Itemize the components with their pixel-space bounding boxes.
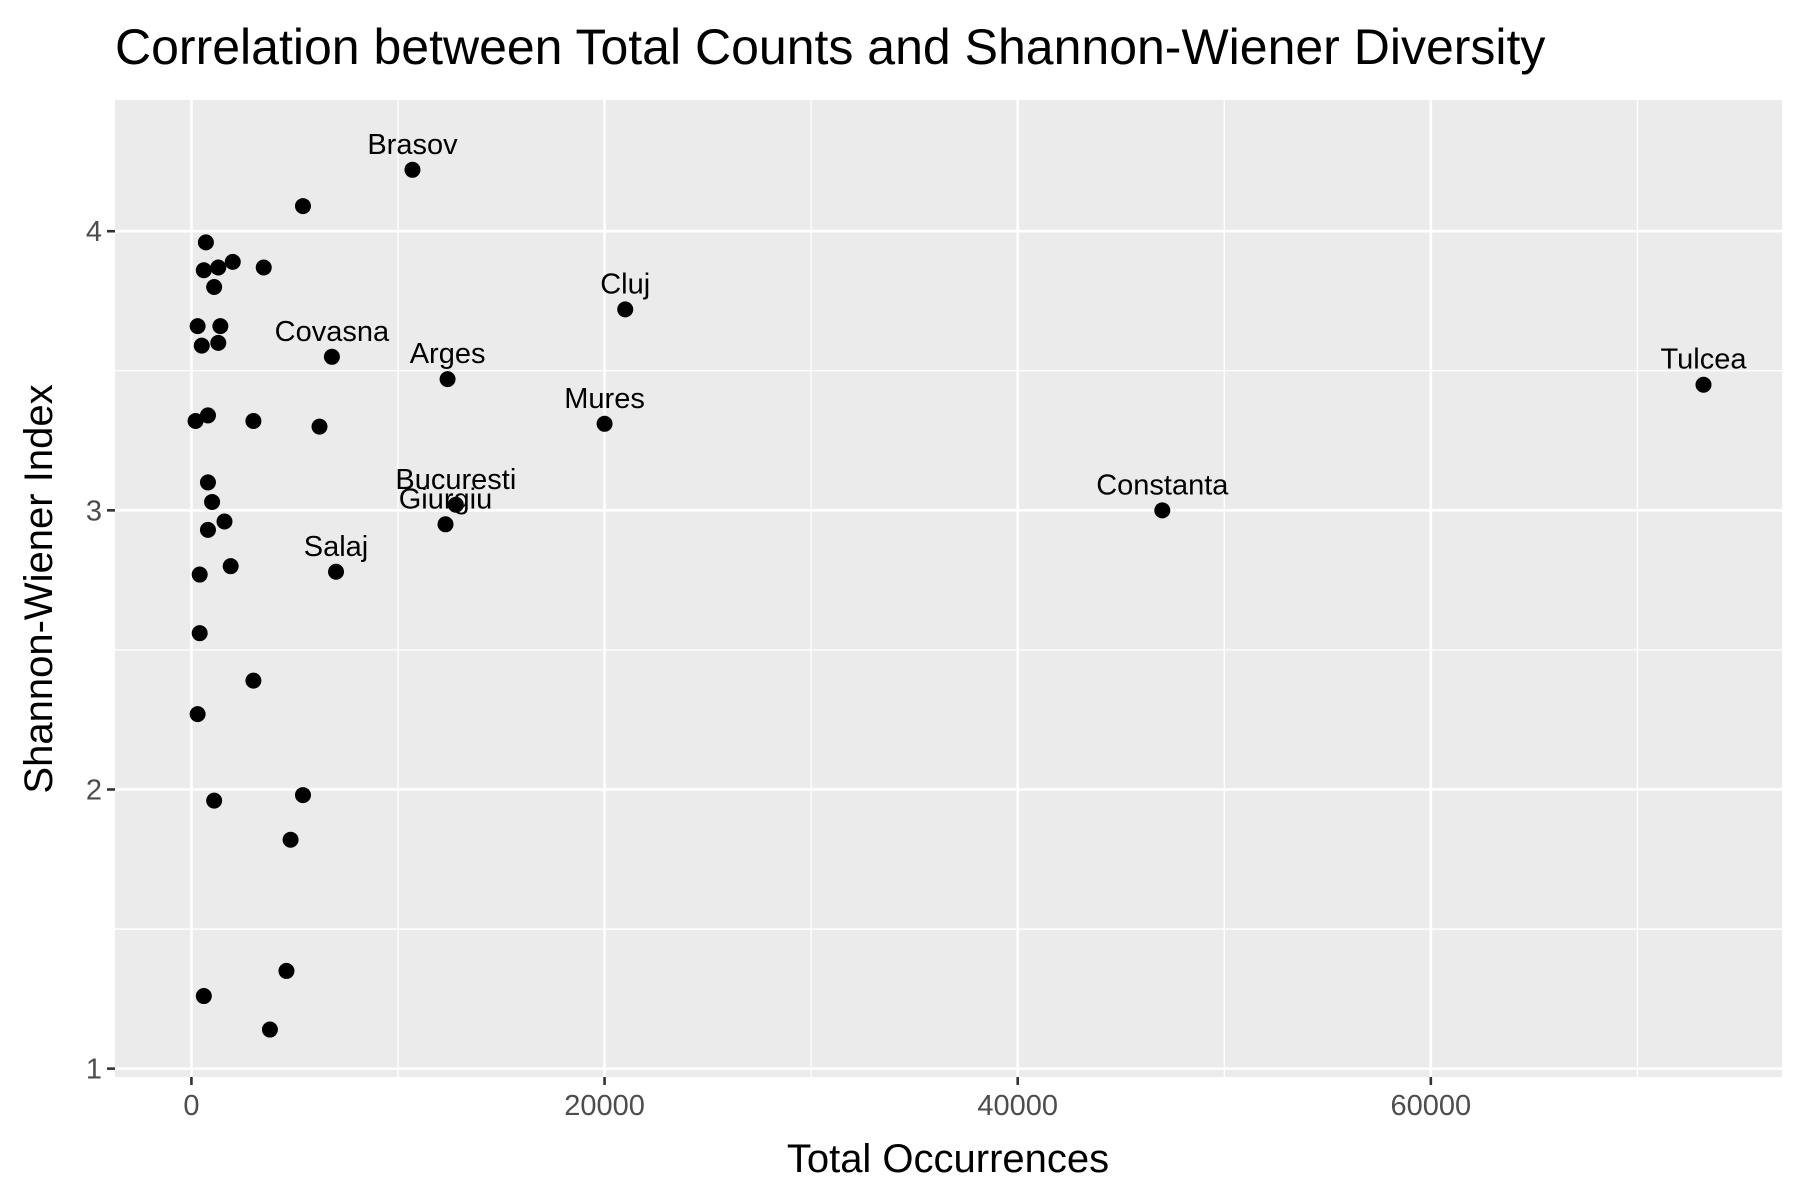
point-label: Bucuresti <box>395 464 516 496</box>
point-label: Brasov <box>367 129 458 161</box>
data-point <box>195 262 212 279</box>
data-point <box>191 625 208 642</box>
point-label: Arges <box>410 338 486 370</box>
data-point <box>255 259 272 276</box>
data-point <box>189 318 206 335</box>
data-point <box>210 334 227 351</box>
data-point <box>439 371 456 388</box>
major-gridlines <box>115 100 1782 1077</box>
data-point <box>311 418 328 435</box>
data-point <box>191 566 208 583</box>
data-point <box>294 787 311 804</box>
data-point <box>323 348 340 365</box>
data-point <box>245 672 262 689</box>
data-point <box>437 516 454 533</box>
point-label: Cluj <box>600 268 650 300</box>
data-point <box>189 706 206 723</box>
data-point <box>210 259 227 276</box>
chart-title: Correlation between Total Counts and Sha… <box>115 19 1545 75</box>
minor-gridlines <box>115 100 1782 1077</box>
y-tick-label: 2 <box>86 774 102 806</box>
data-point <box>212 318 229 335</box>
data-point <box>1695 376 1712 393</box>
point-label: Tulcea <box>1661 344 1748 376</box>
data-point <box>199 474 216 491</box>
data-point <box>596 415 613 432</box>
x-tick-label: 20000 <box>564 1090 645 1122</box>
data-points <box>187 161 1712 1038</box>
data-point <box>617 301 634 318</box>
data-point <box>261 1021 278 1038</box>
data-point <box>328 563 345 580</box>
data-point <box>204 493 221 510</box>
point-label: Salaj <box>304 531 369 563</box>
x-axis-title: Total Occurrences <box>787 1137 1109 1181</box>
data-point <box>199 521 216 538</box>
x-tick-label: 40000 <box>977 1090 1058 1122</box>
data-point <box>187 413 204 430</box>
data-point <box>197 234 214 251</box>
y-tick-label: 1 <box>86 1054 102 1086</box>
y-axis-title: Shannon-Wiener Index <box>17 384 61 793</box>
point-label: Covasna <box>275 316 390 348</box>
data-point <box>199 407 216 424</box>
point-labels: Brasov Cluj Covasna Arges Tulcea Mures Bucures… <box>275 129 1748 563</box>
data-point <box>282 831 299 848</box>
x-axis: 0 20000 40000 60000 <box>183 1077 1471 1122</box>
x-tick-label: 60000 <box>1391 1090 1472 1122</box>
x-tick-label: 0 <box>183 1090 199 1122</box>
y-axis: 1 2 3 4 <box>86 216 115 1086</box>
data-point <box>216 513 233 530</box>
data-point <box>222 558 239 575</box>
data-point <box>195 988 212 1005</box>
data-point <box>278 962 295 979</box>
data-point <box>447 496 464 513</box>
y-tick-label: 3 <box>86 495 102 527</box>
y-tick-label: 4 <box>86 216 102 248</box>
data-point <box>404 161 421 178</box>
data-point <box>206 279 223 296</box>
data-point <box>1154 502 1171 519</box>
data-point <box>193 337 210 354</box>
plot-panel <box>115 100 1782 1077</box>
data-point <box>294 198 311 215</box>
data-point <box>224 253 241 270</box>
point-label: Constanta <box>1096 469 1229 501</box>
point-label: Giurgiu <box>399 483 493 515</box>
data-point <box>245 413 262 430</box>
data-point <box>206 792 223 809</box>
point-label: Mures <box>564 383 645 415</box>
